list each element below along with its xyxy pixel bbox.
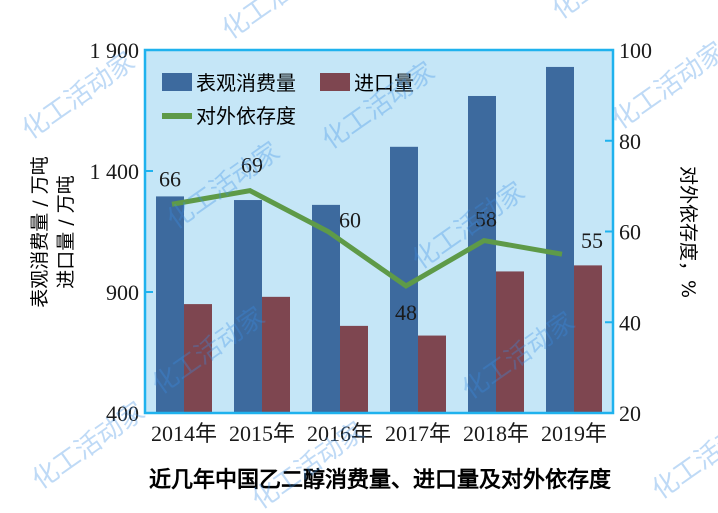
bar-import	[418, 335, 446, 413]
y-tick-label: 1 900	[90, 38, 140, 63]
chart-title: 近几年中国乙二醇消费量、进口量及对外依存度	[149, 467, 612, 493]
bar-import	[574, 265, 602, 413]
dependency-value-label: 48	[395, 300, 417, 325]
dependency-value-label: 55	[581, 228, 603, 253]
y2-tick-label: 20	[619, 401, 641, 426]
y-tick-label: 400	[106, 401, 139, 426]
legend-label-import: 进口量	[354, 71, 414, 95]
dependency-value-label: 60	[339, 208, 361, 233]
y2-tick-label: 100	[619, 38, 652, 63]
bar-import	[184, 304, 212, 413]
x-tick-label: 2014年	[151, 421, 217, 446]
y-axis-label-1: 表观消费量 / 万吨	[29, 156, 51, 307]
plot-area	[145, 50, 613, 413]
watermark-text: 化工活动家	[647, 407, 718, 506]
y2-tick-label: 80	[619, 129, 641, 154]
bar-consumption	[156, 196, 184, 413]
x-tick-label: 2019年	[541, 421, 607, 446]
y2-tick-label: 40	[619, 310, 641, 335]
y-axis-label-2: 进口量 / 万吨	[55, 175, 77, 288]
y-tick-label: 1 400	[90, 159, 140, 184]
legend-label-dependency: 对外依存度	[196, 104, 296, 128]
watermark-text: 化工活动家	[17, 47, 141, 146]
dependency-value-label: 66	[159, 166, 181, 191]
watermark-text: 化工活动家	[547, 0, 671, 26]
legend: 表观消费量 进口量 对外依存度	[162, 71, 414, 128]
x-tick-label: 2015年	[229, 421, 295, 446]
bar-import	[262, 296, 290, 413]
bar-consumption	[468, 95, 496, 413]
y2-tick-label: 60	[619, 220, 641, 245]
bar-consumption	[234, 200, 262, 413]
legend-swatch-consumption	[162, 73, 192, 91]
dependency-value-label: 69	[241, 153, 263, 178]
bar-import	[496, 271, 524, 413]
x-tick-label: 2018年	[463, 421, 529, 446]
bars	[156, 66, 602, 414]
y2-axis-label: 对外依存度，%	[677, 166, 699, 298]
dependency-value-label: 58	[475, 207, 497, 232]
legend-swatch-import	[320, 73, 350, 91]
dependency-polyline	[171, 188, 563, 289]
bar-import	[340, 325, 368, 413]
legend-label-consumption: 表观消费量	[196, 71, 296, 95]
watermark-text: 化工活动家	[27, 397, 151, 496]
x-tick-label: 2016年	[307, 421, 373, 446]
data-labels: 66 69 60 48 58 55	[159, 153, 603, 325]
dependency-line	[171, 188, 563, 289]
watermark-text: 化工活动家	[217, 0, 341, 46]
y-tick-label: 900	[106, 280, 139, 305]
legend-swatch-dependency	[162, 113, 192, 119]
bar-consumption	[546, 66, 574, 413]
x-tick-label: 2017年	[385, 421, 451, 446]
axis-ticks: 2014年 2015年 2016年 2017年 2018年 2019年 400 900 1 40…	[90, 38, 653, 446]
